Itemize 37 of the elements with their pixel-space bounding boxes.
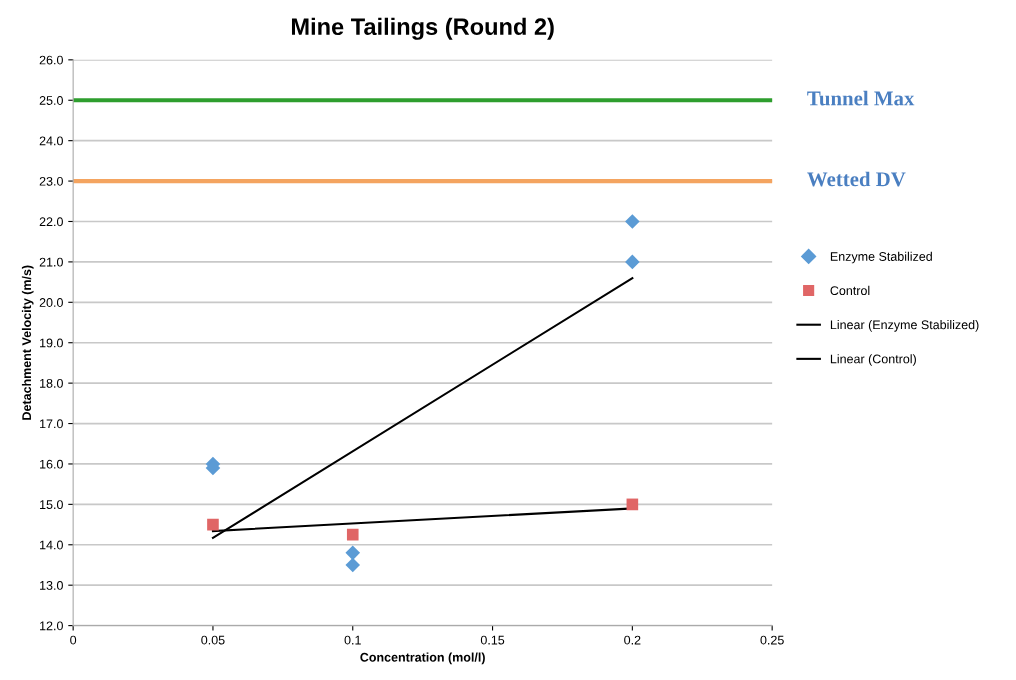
x-tick-label: 0.2 bbox=[624, 635, 641, 645]
x-tick-label: 0.1 bbox=[344, 635, 361, 645]
legend-label: Linear (Control) bbox=[830, 354, 916, 366]
point bbox=[625, 214, 640, 229]
point bbox=[207, 518, 219, 531]
legend-label: Control bbox=[830, 285, 870, 296]
x-tick-label: 0 bbox=[70, 635, 77, 645]
y-tick-label: 22.0 bbox=[39, 217, 63, 227]
y-tick-label: 12.0 bbox=[40, 621, 63, 631]
x-tick-label: 0.05 bbox=[201, 635, 225, 645]
point bbox=[345, 557, 361, 573]
y-tick-label: 15.0 bbox=[40, 500, 63, 510]
y-tick-label: 17.0 bbox=[40, 419, 63, 429]
x-axis-title: Concentration (mol/l) bbox=[360, 652, 485, 665]
point bbox=[625, 254, 640, 270]
point bbox=[345, 545, 361, 561]
point bbox=[626, 498, 639, 511]
ref-line-label: Tunnel Max bbox=[807, 90, 915, 106]
legend-label: Enzyme Stabilized bbox=[830, 251, 932, 264]
y-tick-label: 14.0 bbox=[40, 540, 63, 550]
y-tick-label: 24.0 bbox=[39, 136, 63, 146]
point bbox=[346, 528, 359, 541]
chart-title: Mine Tailings (Round 2) bbox=[291, 17, 554, 40]
x-tick-label: 0.25 bbox=[760, 635, 784, 645]
y-tick-label: 13.0 bbox=[40, 580, 63, 590]
y-tick-label: 20.0 bbox=[39, 298, 63, 307]
y-tick-label: 21.0 bbox=[39, 257, 63, 267]
legend-label: Linear (Enzyme Stabilized) bbox=[830, 320, 979, 332]
ref-line-label: Wetted DV bbox=[807, 171, 906, 187]
y-tick-label: 19.0 bbox=[40, 338, 63, 348]
y-tick-label: 26.0 bbox=[39, 55, 63, 65]
x-tick-label: 0.15 bbox=[480, 635, 505, 645]
y-tick-label: 16.0 bbox=[40, 459, 63, 469]
y-tick-label: 23.0 bbox=[39, 176, 63, 186]
y-tick-label: 25.0 bbox=[39, 96, 63, 105]
y-tick-label: 18.0 bbox=[40, 378, 63, 388]
y-axis-title: Detachment Velocity (m/s) bbox=[21, 265, 34, 420]
